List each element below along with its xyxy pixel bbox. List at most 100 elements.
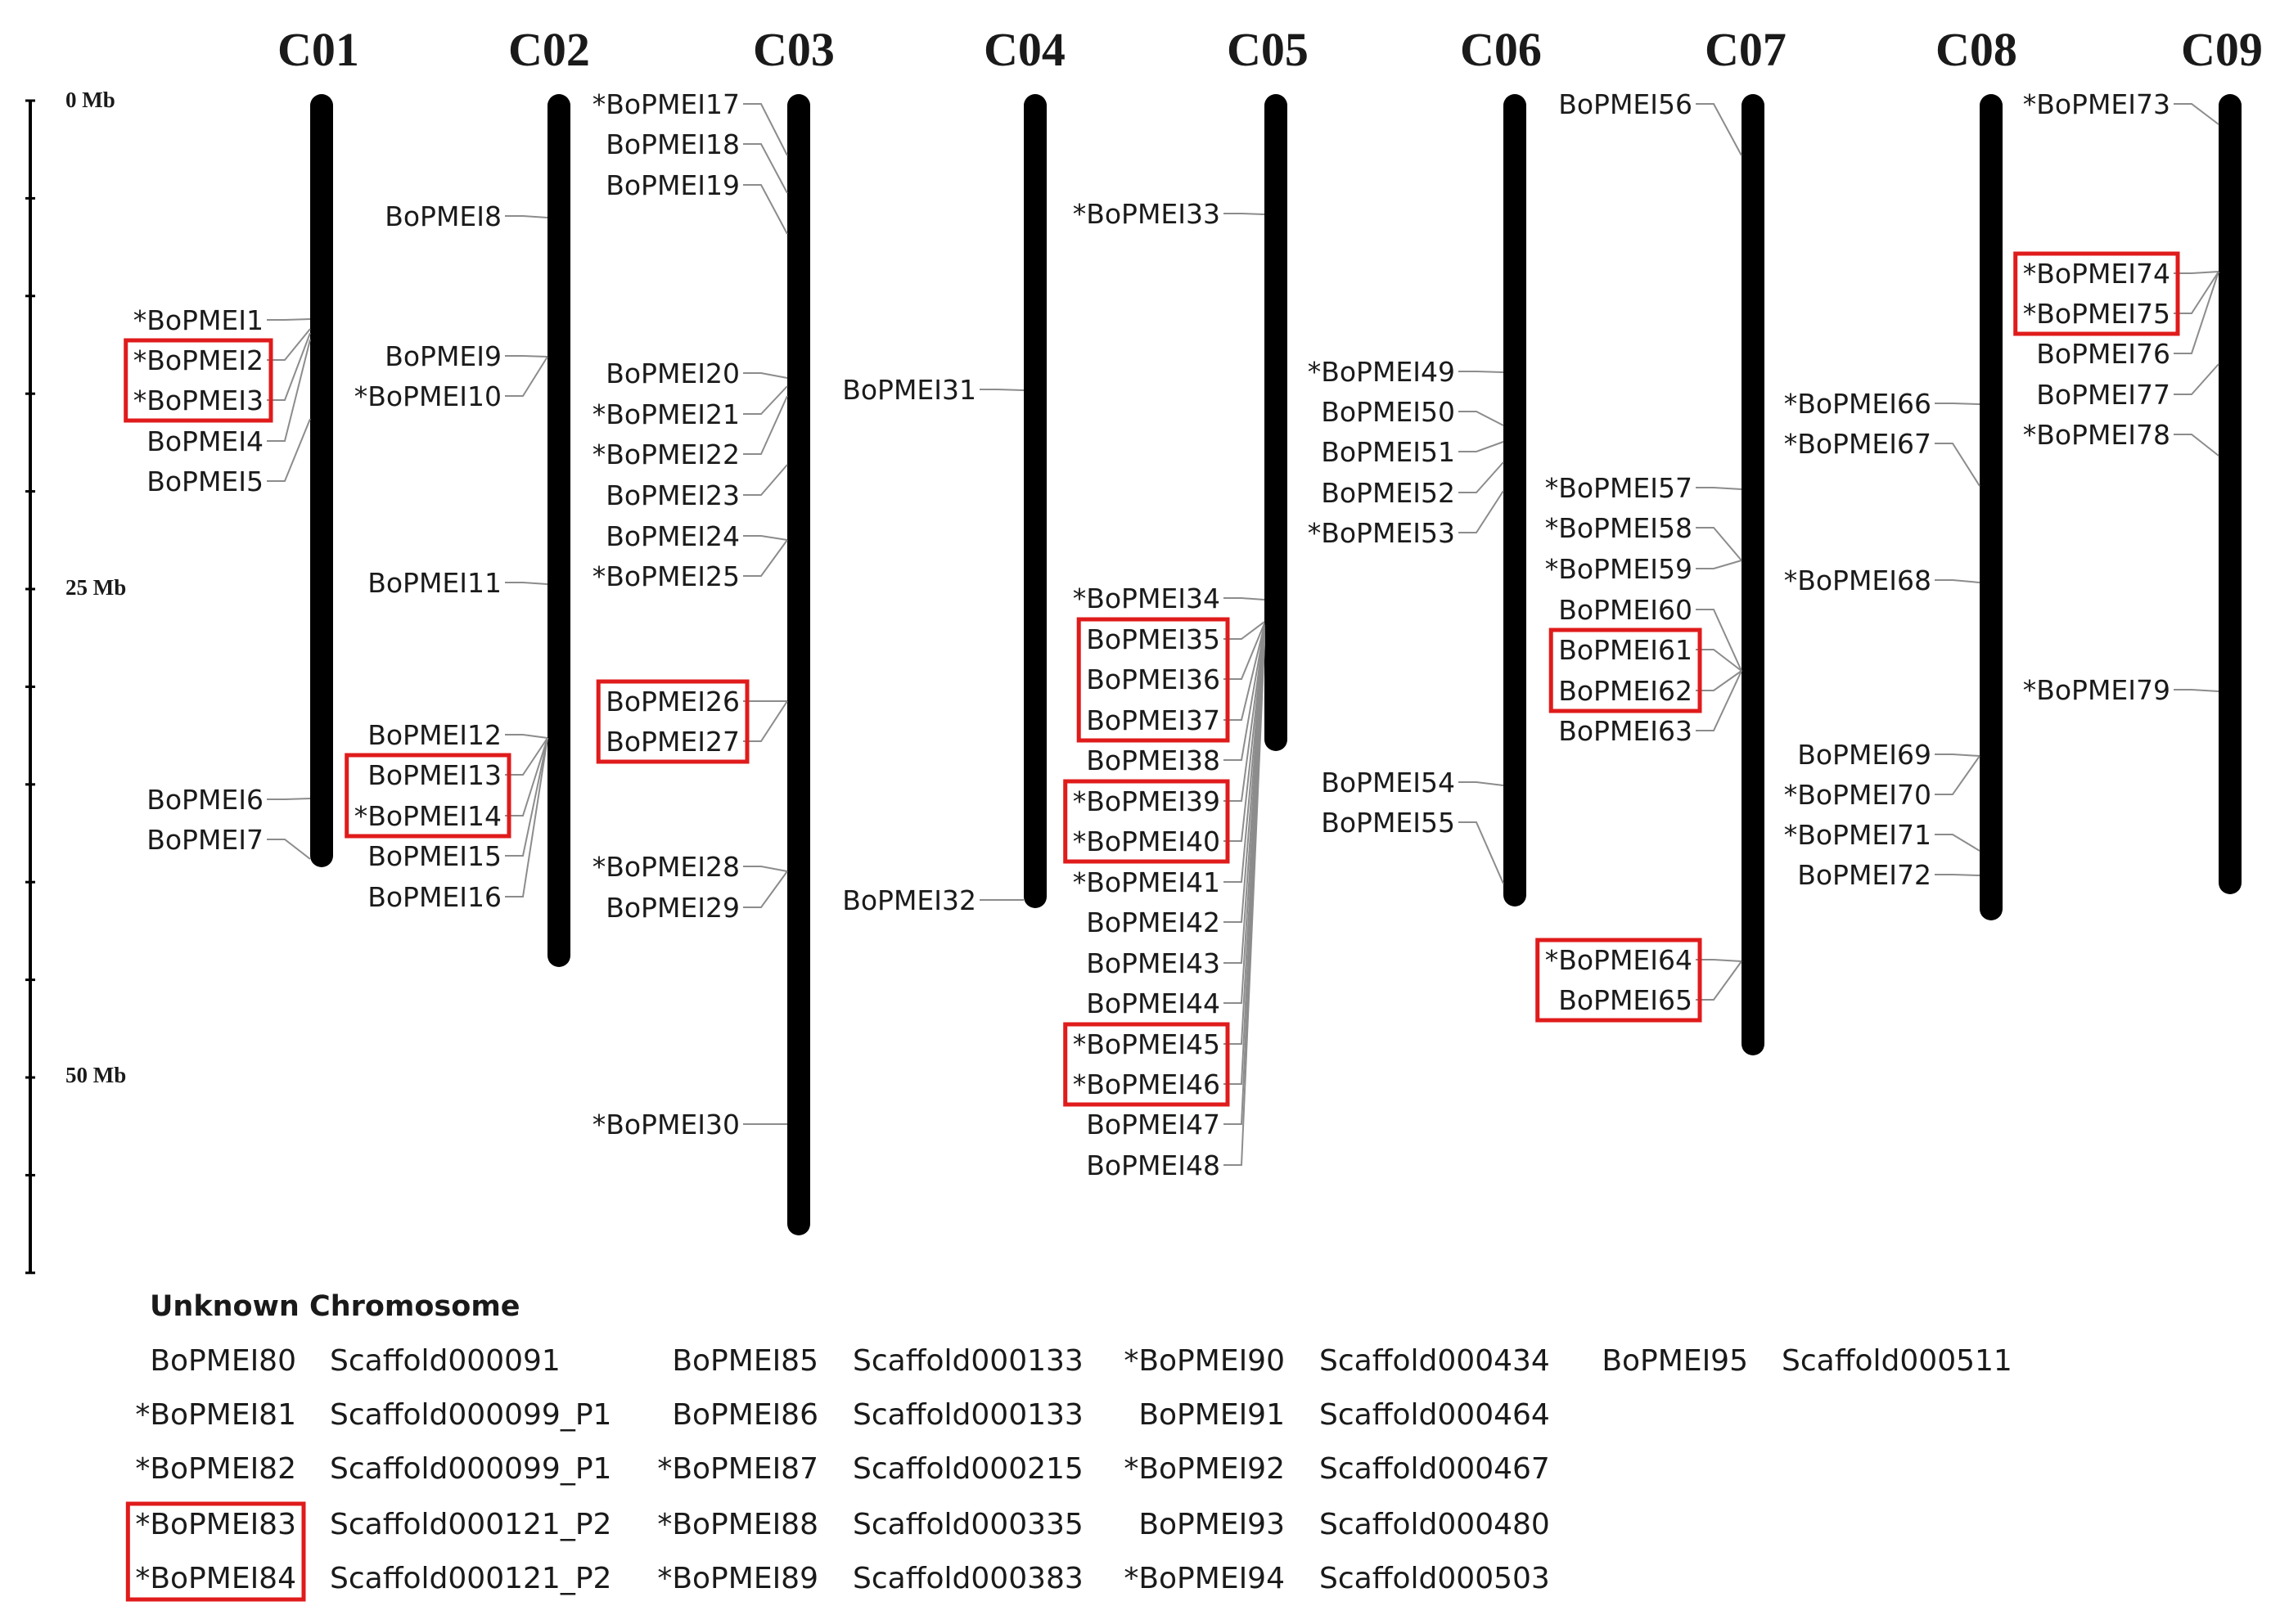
gene-connector — [1223, 642, 1265, 1166]
gene-label: *BoPMEI70 — [1784, 779, 1931, 811]
unknown-row: BoPMEI91 Scaffold000464 — [1138, 1398, 1549, 1432]
gene-label: BoPMEI19 — [606, 169, 740, 201]
unknown-row: *BoPMEI89 Scaffold000383 — [657, 1562, 1083, 1595]
gene-label: BoPMEI38 — [1086, 745, 1220, 776]
gene-label: *BoPMEI21 — [593, 398, 740, 430]
gene-label: *BoPMEI41 — [1073, 866, 1220, 898]
gene-label: BoPMEI5 — [146, 466, 264, 497]
gene-connector — [1696, 487, 1742, 490]
gene-label: BoPMEI18 — [606, 128, 740, 160]
gene-label: *BoPMEI79 — [2023, 674, 2170, 706]
gene-connector — [2174, 434, 2219, 457]
unknown-row: *BoPMEI90 Scaffold000434 — [1124, 1344, 1549, 1378]
tandem-duplicate-box — [2013, 251, 2180, 336]
chromosome-c01: C01 *BoPMEI1 *BoPMEI2 *BoPMEI3 BoPMEI4 BoPMEI… — [133, 23, 359, 867]
gene-label: BoPMEI24 — [606, 520, 740, 552]
tandem-duplicate-box — [1535, 938, 1702, 1023]
gene-connector — [1458, 371, 1504, 373]
gene-connector — [505, 737, 548, 857]
unknown-row: *BoPMEI82 Scaffold000099_P1 — [135, 1452, 611, 1486]
gene-connector — [743, 184, 788, 235]
gene-connector — [1696, 527, 1742, 561]
gene-connector — [1935, 443, 1980, 487]
unknown-scaffold: Scaffold000121_P2 — [330, 1562, 611, 1595]
gene-label: BoPMEI20 — [606, 358, 740, 389]
unknown-gene: *BoPMEI81 — [135, 1398, 296, 1432]
gene-connector — [1696, 670, 1742, 731]
unknown-scaffold: Scaffold000133 — [853, 1344, 1084, 1378]
unknown-gene: BoPMEI93 — [1138, 1508, 1285, 1541]
unknown-row: *BoPMEI88 Scaffold000335 — [657, 1508, 1083, 1541]
gene-label: BoPMEI44 — [1086, 987, 1220, 1019]
gene-label: *BoPMEI1 — [133, 304, 264, 336]
gene-label: BoPMEI63 — [1558, 715, 1692, 747]
gene-label: *BoPMEI73 — [2023, 88, 2170, 120]
unknown-scaffold: Scaffold000383 — [853, 1562, 1084, 1595]
unknown-gene: BoPMEI85 — [672, 1344, 818, 1378]
unknown-row: *BoPMEI84 Scaffold000121_P2 — [135, 1562, 611, 1595]
unknown-gene: *BoPMEI90 — [1124, 1344, 1285, 1378]
gene-label: *BoPMEI59 — [1545, 553, 1692, 585]
gene-connector — [2174, 271, 2219, 274]
unknown-scaffold: Scaffold000121_P2 — [330, 1508, 611, 1541]
unknown-row: *BoPMEI83 Scaffold000121_P2 — [135, 1508, 611, 1541]
gene-label: BoPMEI47 — [1086, 1109, 1220, 1140]
gene-label: BoPMEI13 — [367, 759, 502, 791]
gene-connector — [743, 700, 788, 742]
chromosome-title: C01 — [277, 23, 359, 76]
gene-label: BoPMEI50 — [1321, 396, 1455, 428]
gene-label: BoPMEI43 — [1086, 947, 1220, 979]
chromosome-c06: C06 *BoPMEI49 BoPMEI50 BoPMEI51 BoPMEI52 *BoP… — [1308, 23, 1542, 906]
gene-connector — [505, 582, 548, 585]
unknown-gene: *BoPMEI84 — [135, 1562, 296, 1595]
unknown-scaffold: Scaffold000480 — [1319, 1508, 1550, 1541]
gene-connector — [743, 372, 788, 379]
gene-connector — [1696, 560, 1742, 569]
gene-label: *BoPMEI53 — [1308, 517, 1455, 549]
unknown-gene: BoPMEI95 — [1602, 1344, 1748, 1378]
gene-connector — [2174, 363, 2219, 395]
unknown-row: BoPMEI93 Scaffold000480 — [1138, 1508, 1549, 1541]
gene-connector — [1696, 960, 1742, 1001]
gene-label: BoPMEI15 — [367, 840, 502, 872]
unknown-gene: *BoPMEI89 — [657, 1562, 818, 1595]
gene-connector — [1935, 834, 1980, 852]
chromosome-title: C09 — [2181, 23, 2263, 76]
gene-connector — [743, 539, 788, 577]
gene-connector — [1935, 755, 1980, 795]
tandem-duplicate-box — [1063, 779, 1230, 864]
unknown-gene: *BoPMEI82 — [135, 1452, 296, 1486]
gene-label: BoPMEI76 — [2036, 338, 2170, 370]
gene-label: BoPMEI31 — [842, 374, 976, 406]
gene-label: *BoPMEI58 — [1545, 512, 1692, 544]
gene-label: BoPMEI11 — [367, 567, 502, 599]
gene-label: BoPMEI55 — [1321, 807, 1455, 839]
chromosome-bar — [1503, 94, 1526, 906]
gene-connector — [743, 866, 788, 872]
chromosome-title: C07 — [1705, 23, 1787, 76]
unknown-scaffold: Scaffold000335 — [853, 1508, 1084, 1541]
gene-label: BoPMEI77 — [2036, 379, 2170, 411]
gene-label: *BoPMEI39 — [1073, 785, 1220, 817]
gene-connector — [1935, 754, 1980, 757]
gene-connector — [980, 389, 1025, 391]
unknown-scaffold: Scaffold000091 — [330, 1344, 561, 1378]
gene-connector — [1458, 411, 1504, 426]
gene-connector — [1458, 490, 1504, 533]
gene-connector — [1696, 959, 1742, 962]
gene-label: BoPMEI62 — [1558, 675, 1692, 707]
gene-connector — [743, 103, 788, 156]
gene-connector — [1935, 403, 1980, 405]
gene-label: BoPMEI29 — [606, 892, 740, 924]
unknown-scaffold: Scaffold000215 — [853, 1452, 1084, 1486]
gene-label: BoPMEI48 — [1086, 1149, 1220, 1181]
chromosome-bar — [1024, 94, 1047, 908]
gene-connector — [2174, 103, 2219, 125]
gene-label: BoPMEI61 — [1558, 634, 1692, 666]
unknown-chromosome-section: Unknown Chromosome BoPMEI80 Scaffold000091… — [135, 1290, 2012, 1595]
tandem-duplicate-box — [124, 338, 273, 423]
gene-connector — [267, 339, 311, 442]
gene-label: BoPMEI7 — [146, 824, 264, 856]
gene-connector — [1223, 632, 1265, 923]
